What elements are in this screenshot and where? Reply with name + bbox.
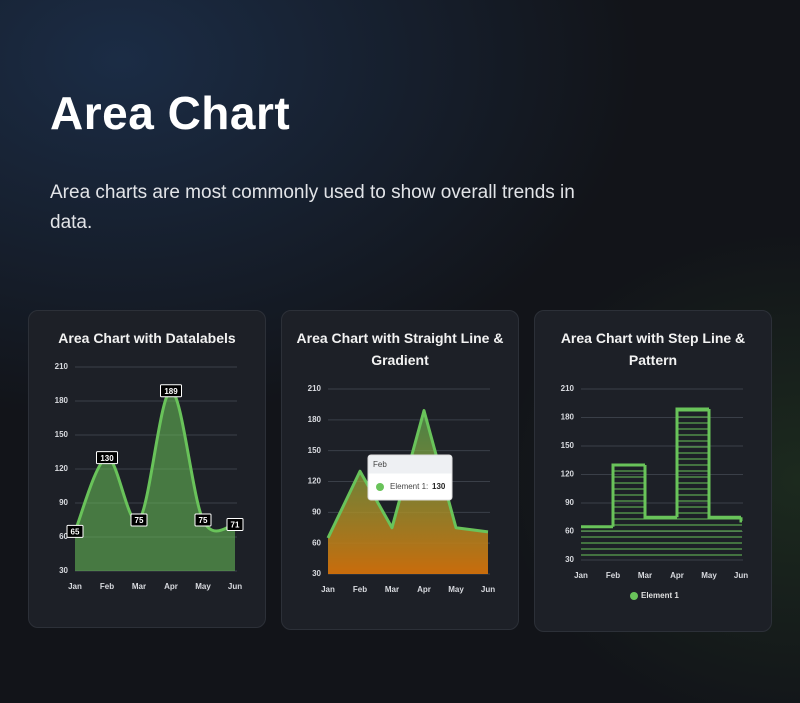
area-step: [581, 526, 613, 560]
data-label: 130: [100, 454, 114, 463]
y-tick-label: 210: [308, 384, 322, 393]
area-step: [677, 408, 709, 560]
data-label: 65: [71, 527, 80, 536]
y-tick-label: 90: [565, 498, 574, 507]
tooltip-marker: [376, 483, 384, 491]
y-tick-label: 30: [565, 555, 574, 564]
tooltip-title: Feb: [373, 460, 387, 469]
x-tick-label: Mar: [638, 571, 652, 580]
x-tick-label: Jun: [481, 585, 495, 594]
step-line: [707, 408, 741, 519]
data-label: 71: [231, 521, 240, 530]
y-tick-label: 90: [312, 507, 321, 516]
y-tick-label: 30: [312, 569, 321, 578]
y-tick-label: 120: [561, 470, 575, 479]
x-tick-label: Mar: [132, 582, 146, 591]
data-label-box: [226, 518, 244, 532]
x-tick-label: Feb: [353, 585, 367, 594]
data-label-box: [194, 513, 212, 527]
y-tick-label: 120: [308, 477, 322, 486]
legend-label: Element 1: [641, 591, 679, 600]
x-tick-label: May: [448, 585, 464, 594]
x-tick-label: Jan: [68, 582, 82, 591]
tooltip-header: [368, 455, 452, 474]
area-fill: [75, 390, 235, 571]
data-label: 75: [199, 516, 208, 525]
area-step: [645, 517, 677, 560]
y-tick-label: 60: [59, 532, 68, 541]
x-tick-label: Jan: [574, 571, 588, 580]
legend-marker: [630, 592, 638, 600]
y-tick-label: 180: [561, 413, 575, 422]
x-tick-label: May: [701, 571, 717, 580]
step-line: [643, 465, 677, 519]
data-label-box: [96, 451, 118, 465]
x-tick-label: Apr: [670, 571, 684, 580]
data-label-box: [66, 524, 84, 538]
y-tick-label: 180: [55, 396, 69, 405]
y-tick-label: 210: [55, 362, 69, 371]
data-label-box: [130, 513, 148, 527]
x-tick-label: Jun: [734, 571, 748, 580]
x-tick-label: Apr: [417, 585, 431, 594]
x-tick-label: Feb: [100, 582, 114, 591]
step-line: [675, 407, 709, 518]
y-tick-label: 150: [561, 441, 575, 450]
chart-title: Area Chart with Step Line & Pattern: [560, 330, 746, 368]
page-title: Area Chart: [50, 87, 291, 139]
page-description: Area charts are most commonly used to sh…: [50, 182, 575, 233]
x-tick-label: Jan: [321, 585, 335, 594]
data-label: 75: [135, 516, 144, 525]
area-step: [741, 521, 742, 560]
y-tick-label: 120: [55, 464, 69, 473]
y-tick-label: 90: [59, 498, 68, 507]
area-step: [613, 465, 645, 560]
tooltip-label: Element 1:: [390, 482, 428, 491]
y-tick-label: 150: [308, 446, 322, 455]
chart-title: Area Chart with Datalabels: [58, 330, 236, 346]
y-tick-label: 60: [312, 538, 321, 547]
chart-title: Area Chart with Straight Line & Gradient: [296, 330, 504, 368]
x-tick-label: May: [195, 582, 211, 591]
step-line: [611, 463, 645, 527]
y-tick-label: 30: [59, 566, 68, 575]
x-tick-label: Apr: [164, 582, 178, 591]
x-tick-label: Jun: [228, 582, 242, 591]
y-tick-label: 60: [565, 527, 574, 536]
step-line: [739, 517, 743, 523]
y-tick-label: 210: [561, 384, 575, 393]
y-tick-label: 150: [55, 430, 69, 439]
y-tick-label: 180: [308, 415, 322, 424]
x-tick-label: Feb: [606, 571, 620, 580]
data-label-box: [160, 384, 182, 398]
chart-card: Area Chart with Step Line & Pattern: [534, 310, 772, 632]
area-step: [709, 517, 741, 560]
data-label: 189: [164, 387, 178, 396]
x-tick-label: Mar: [385, 585, 399, 594]
tooltip-value: 130: [432, 482, 446, 491]
